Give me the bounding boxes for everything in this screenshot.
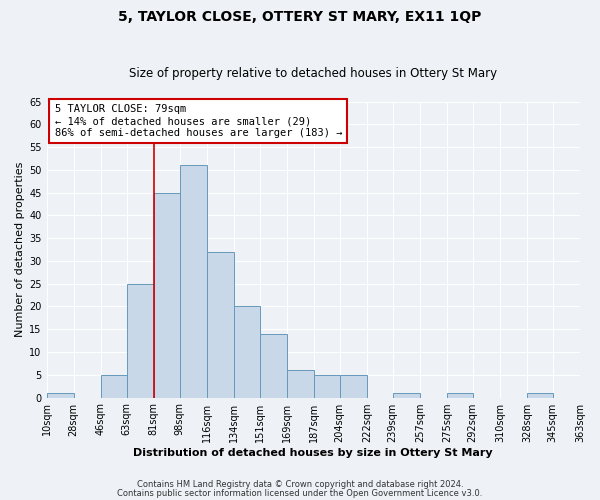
- X-axis label: Distribution of detached houses by size in Ottery St Mary: Distribution of detached houses by size …: [133, 448, 493, 458]
- Bar: [580, 393, 600, 398]
- Bar: [234, 306, 260, 398]
- Bar: [207, 252, 234, 398]
- Bar: [314, 375, 340, 398]
- Bar: [287, 370, 314, 398]
- Text: 5 TAYLOR CLOSE: 79sqm
← 14% of detached houses are smaller (29)
86% of semi-deta: 5 TAYLOR CLOSE: 79sqm ← 14% of detached …: [55, 104, 342, 138]
- Bar: [340, 375, 367, 398]
- Text: 5, TAYLOR CLOSE, OTTERY ST MARY, EX11 1QP: 5, TAYLOR CLOSE, OTTERY ST MARY, EX11 1Q…: [118, 10, 482, 24]
- Bar: [154, 192, 179, 398]
- Title: Size of property relative to detached houses in Ottery St Mary: Size of property relative to detached ho…: [129, 66, 497, 80]
- Bar: [127, 284, 154, 398]
- Bar: [179, 166, 207, 398]
- Text: Contains public sector information licensed under the Open Government Licence v3: Contains public sector information licen…: [118, 488, 482, 498]
- Bar: [260, 334, 287, 398]
- Bar: [527, 393, 553, 398]
- Bar: [447, 393, 473, 398]
- Bar: [47, 393, 74, 398]
- Y-axis label: Number of detached properties: Number of detached properties: [15, 162, 25, 337]
- Bar: [392, 393, 420, 398]
- Text: Contains HM Land Registry data © Crown copyright and database right 2024.: Contains HM Land Registry data © Crown c…: [137, 480, 463, 489]
- Bar: [101, 375, 127, 398]
